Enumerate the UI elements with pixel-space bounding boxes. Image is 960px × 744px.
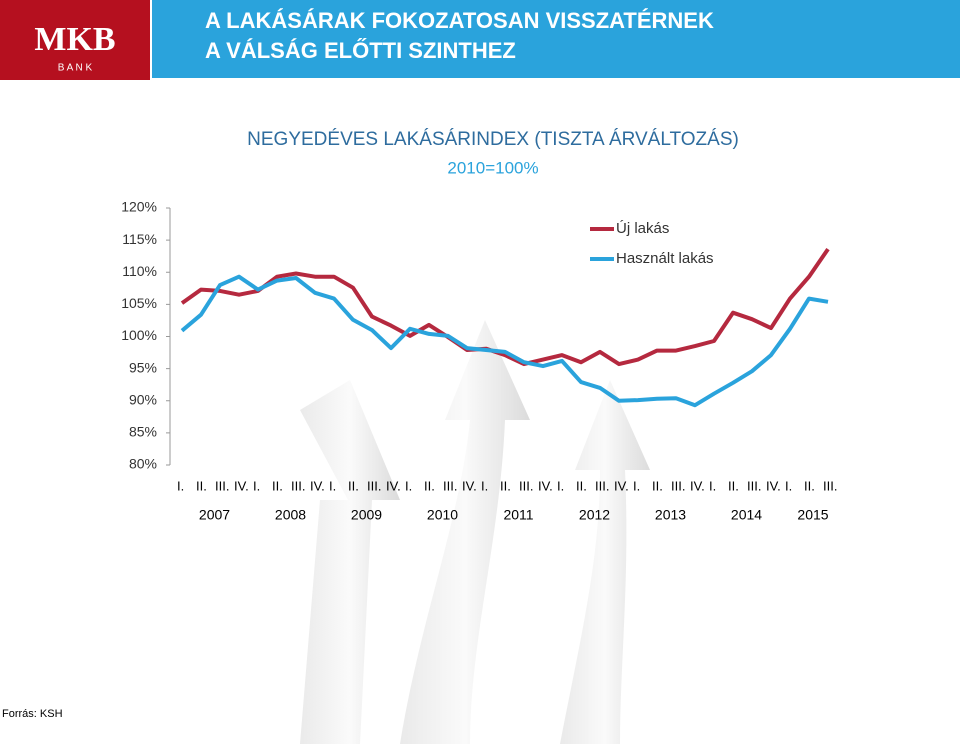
x-tick-label: III. bbox=[367, 478, 381, 493]
logo-sub: B A N K bbox=[58, 63, 93, 74]
x-tick-label: III. bbox=[215, 478, 229, 493]
x-tick-label: I. bbox=[633, 478, 640, 493]
x-tick-label: II. bbox=[424, 478, 435, 493]
x-tick-label: II. bbox=[348, 478, 359, 493]
x-tick-label: III. bbox=[443, 478, 457, 493]
y-tick-label: 105% bbox=[121, 295, 157, 311]
logo-text: MKB bbox=[34, 21, 115, 58]
y-tick-label: 115% bbox=[122, 231, 157, 247]
year-label: 2009 bbox=[351, 507, 382, 523]
series-line bbox=[180, 274, 829, 408]
year-label: 2015 bbox=[797, 507, 828, 523]
x-tick-label: II. bbox=[728, 478, 739, 493]
x-tick-label: II. bbox=[652, 478, 663, 493]
y-tick-label: 95% bbox=[129, 359, 157, 375]
chart-title: NEGYEDÉVES LAKÁSÁRINDEX (TISZTA ÁRVÁLTOZ… bbox=[247, 129, 739, 150]
y-tick-label: 85% bbox=[129, 424, 157, 440]
slide-title: A VÁLSÁG ELŐTTI SZINTHEZ bbox=[205, 38, 516, 63]
x-tick-label: IV. bbox=[538, 478, 553, 493]
year-label: 2007 bbox=[199, 507, 230, 523]
x-tick-label: IV. bbox=[234, 478, 249, 493]
legend-label: Használt lakás bbox=[616, 250, 714, 267]
chart-subtitle: 2010=100% bbox=[447, 158, 538, 177]
x-tick-label: I. bbox=[329, 478, 336, 493]
x-tick-label: IV. bbox=[310, 478, 325, 493]
x-tick-label: II. bbox=[196, 478, 207, 493]
year-label: 2008 bbox=[275, 507, 306, 523]
x-tick-label: III. bbox=[291, 478, 305, 493]
x-tick-label: I. bbox=[785, 478, 792, 493]
year-label: 2012 bbox=[579, 507, 610, 523]
x-tick-label: IV. bbox=[614, 478, 629, 493]
y-tick-label: 80% bbox=[129, 456, 157, 472]
x-tick-label: IV. bbox=[690, 478, 705, 493]
x-tick-label: III. bbox=[747, 478, 761, 493]
logo-box bbox=[0, 0, 150, 80]
x-tick-label: I. bbox=[253, 478, 260, 493]
x-tick-label: III. bbox=[671, 478, 685, 493]
x-tick-label: I. bbox=[177, 478, 184, 493]
year-label: 2011 bbox=[503, 507, 533, 523]
legend-label: Új lakás bbox=[616, 220, 669, 237]
x-tick-label: IV. bbox=[386, 478, 401, 493]
y-tick-label: 90% bbox=[129, 391, 157, 407]
x-tick-label: III. bbox=[823, 478, 837, 493]
x-tick-label: II. bbox=[576, 478, 587, 493]
x-tick-label: II. bbox=[804, 478, 815, 493]
arrows-decor bbox=[300, 320, 650, 744]
x-tick-label: I. bbox=[481, 478, 488, 493]
x-tick-label: III. bbox=[519, 478, 533, 493]
x-tick-label: IV. bbox=[766, 478, 781, 493]
y-tick-label: 120% bbox=[121, 199, 157, 215]
slide-title: A LAKÁSÁRAK FOKOZATOSAN VISSZATÉRNEK bbox=[205, 8, 714, 33]
source: Forrás: KSH bbox=[2, 708, 63, 720]
x-tick-label: I. bbox=[557, 478, 564, 493]
x-tick-label: III. bbox=[595, 478, 609, 493]
x-tick-label: I. bbox=[709, 478, 716, 493]
year-label: 2013 bbox=[655, 507, 686, 523]
x-tick-label: II. bbox=[272, 478, 283, 493]
x-tick-label: II. bbox=[500, 478, 511, 493]
x-tick-label: IV. bbox=[462, 478, 477, 493]
y-tick-label: 110% bbox=[122, 263, 157, 279]
year-label: 2010 bbox=[427, 507, 458, 523]
y-tick-label: 100% bbox=[121, 327, 157, 343]
x-tick-label: I. bbox=[405, 478, 412, 493]
title-banner bbox=[152, 0, 960, 78]
year-label: 2014 bbox=[731, 507, 762, 523]
series-line bbox=[180, 247, 830, 367]
